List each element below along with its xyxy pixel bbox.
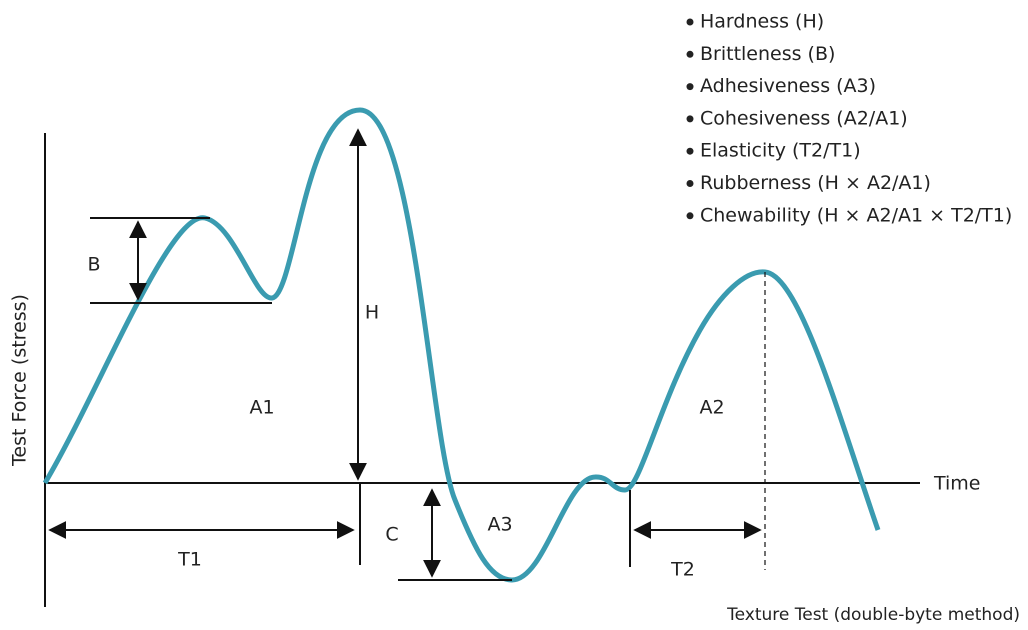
bullet bbox=[686, 18, 694, 26]
y-axis-label: Test Force (stress) bbox=[9, 294, 31, 467]
legend-item: Brittleness (B) bbox=[700, 43, 835, 65]
label-a2: A2 bbox=[699, 397, 724, 419]
label-a3: A3 bbox=[487, 514, 512, 536]
label-a1: A1 bbox=[249, 397, 274, 419]
bullet bbox=[686, 83, 694, 91]
bullet bbox=[686, 115, 694, 123]
legend: Hardness (H) Brittleness (B) Adhesiveness … bbox=[686, 11, 1012, 226]
legend-item: Elasticity (T2/T1) bbox=[700, 140, 861, 162]
legend-item: Cohesiveness (A2/A1) bbox=[700, 107, 908, 129]
bullet bbox=[686, 50, 694, 58]
legend-item: Rubberness (H × A2/A1) bbox=[700, 172, 931, 194]
label-h: H bbox=[365, 302, 379, 324]
caption: Texture Test (double-byte method) bbox=[726, 605, 1020, 625]
force-curve bbox=[42, 107, 881, 583]
bullet bbox=[686, 147, 694, 155]
label-c: C bbox=[385, 524, 398, 546]
label-t1: T1 bbox=[177, 549, 202, 571]
bullet bbox=[686, 212, 694, 220]
x-axis-label: Time bbox=[933, 473, 981, 495]
label-b: B bbox=[87, 254, 100, 276]
legend-item: Chewability (H × A2/A1 × T2/T1) bbox=[700, 204, 1012, 226]
bullet bbox=[686, 180, 694, 187]
legend-item: Hardness (H) bbox=[700, 11, 824, 33]
legend-item: Adhesiveness (A3) bbox=[700, 75, 876, 97]
label-t2: T2 bbox=[670, 559, 695, 581]
